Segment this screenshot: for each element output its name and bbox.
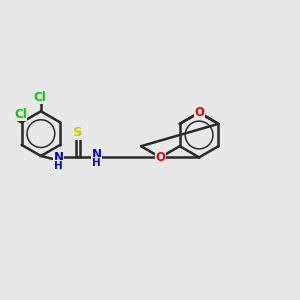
Text: Cl: Cl xyxy=(14,108,27,121)
Text: H: H xyxy=(92,158,101,168)
Text: Cl: Cl xyxy=(33,91,46,103)
Text: O: O xyxy=(194,106,204,119)
Text: H: H xyxy=(54,160,63,170)
Text: N: N xyxy=(54,151,64,164)
Text: N: N xyxy=(92,148,102,161)
Text: S: S xyxy=(73,126,82,139)
Text: O: O xyxy=(155,151,165,164)
